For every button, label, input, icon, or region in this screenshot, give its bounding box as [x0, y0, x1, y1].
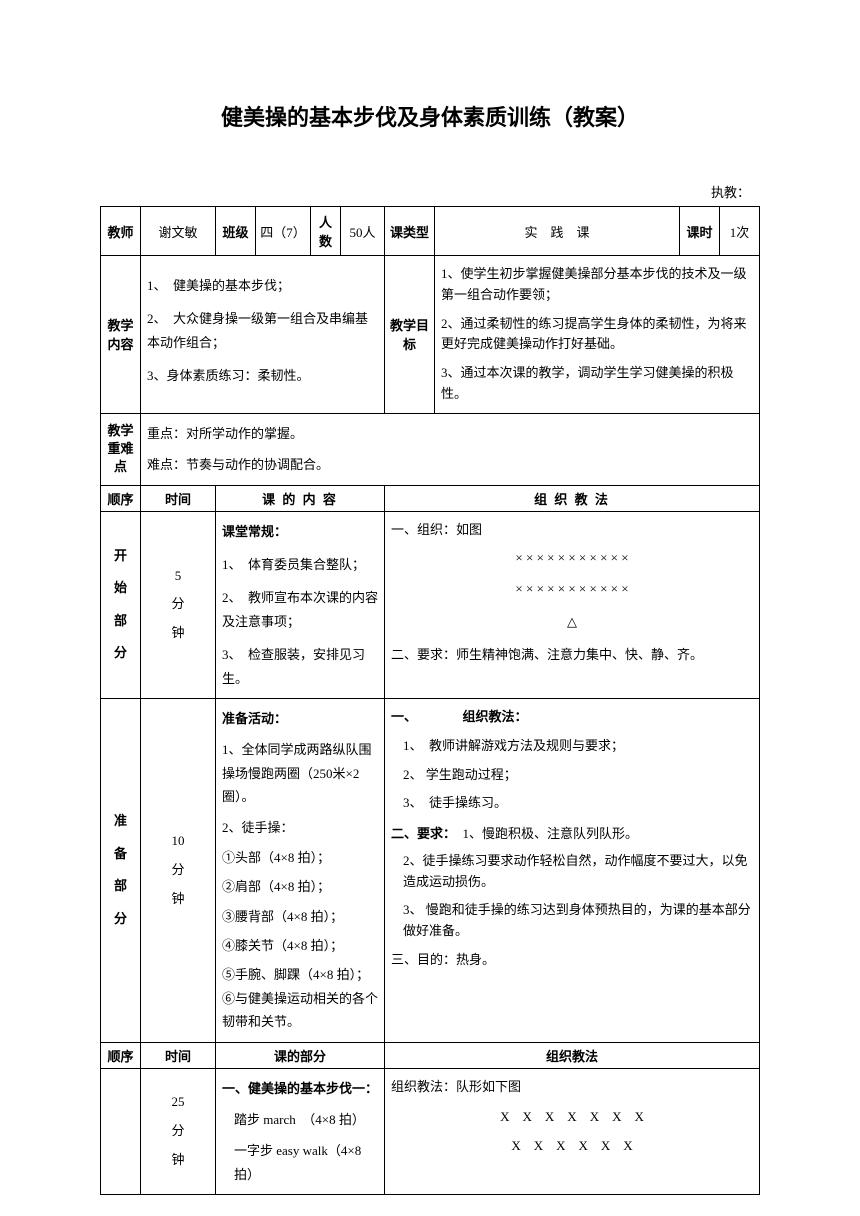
- section3-content: 一、健美操的基本步伐一： 踏步 march （4×8 拍） 一字步 easy w…: [216, 1068, 385, 1195]
- teaching-goal: 1、使学生初步掌握健美操部分基本步伐的技术及一级第一组合动作要领； 2、通过柔韧…: [435, 256, 760, 414]
- teaching-content-label: 教学内容: [101, 256, 141, 414]
- content-item: 3、身体素质练习：柔韧性。: [147, 364, 378, 387]
- goal-item: 1、使学生初步掌握健美操部分基本步伐的技术及一级第一组合动作要领；: [441, 264, 753, 306]
- period-value: 1次: [720, 207, 760, 256]
- teacher-value: 谢文敏: [141, 207, 216, 256]
- section1-time: 5分钟: [141, 511, 216, 698]
- section3-method: 组织教法：队形如下图 X X X X X X X X X X X X X: [385, 1068, 760, 1195]
- section2-name: 准备部分: [101, 698, 141, 1042]
- section2-time: 10分钟: [141, 698, 216, 1042]
- difficulty: 难点：节奏与动作的协调配合。: [147, 453, 753, 476]
- purpose: 三、目的：热身。: [391, 950, 753, 971]
- type-value: 实 践 课: [435, 207, 680, 256]
- section2-method: 一、 组织教法： 1、 教师讲解游戏方法及规则与要求； 2、 学生跑动过程； 3…: [385, 698, 760, 1042]
- subtitle: 执教：: [100, 182, 760, 201]
- content-item: 2、 大众健身操一级第一组合及串编基本动作组合；: [147, 307, 378, 354]
- content-item: 一字步 easy walk（4×8 拍）: [222, 1139, 378, 1186]
- period-label: 课时: [680, 207, 720, 256]
- goal-item: 3、通过本次课的教学，调动学生学习健美操的积极性。: [441, 363, 753, 405]
- focus: 重点：对所学动作的掌握。: [147, 422, 753, 445]
- col-method: 组 织 教 法: [385, 485, 760, 511]
- method-title: 一、组织：如图: [391, 520, 753, 541]
- content-item: ⑤手腕、脚踝（4×8 拍）；⑥与健美操运动相关的各个韧带和关节。: [222, 963, 378, 1033]
- teaching-goal-label: 教学目标: [385, 256, 435, 414]
- section1-name: 开始部分: [101, 511, 141, 698]
- section-prepare: 准备部分 10分钟 准备活动： 1、全体同学成两路纵队围操场慢跑两圈（250米×…: [101, 698, 760, 1042]
- keypoints-label: 教学重难点: [101, 413, 141, 485]
- columns-header-2: 顺序 时间 课的部分 组织教法: [101, 1042, 760, 1068]
- content-item: 2、徒手操：: [222, 816, 378, 839]
- section-start: 开始部分 5分钟 课堂常规： 1、 体育委员集合整队； 2、 教师宣布本次课的内…: [101, 511, 760, 698]
- content-item: 1、 健美操的基本步伐；: [147, 274, 378, 297]
- lesson-plan-table: 教师 谢文敏 班级 四（7） 人数 50人 课类型 实 践 课 课时 1次 教学…: [100, 206, 760, 1195]
- col-content: 课 的 内 容: [216, 485, 385, 511]
- count-value: 50人: [341, 207, 385, 256]
- content-item: 1、全体同学成两路纵队围操场慢跑两圈（250米×2 圈）。: [222, 738, 378, 808]
- req-title: 二、要求： 1、慢跑积极、注意队列队形。: [391, 824, 753, 845]
- keypoints-row: 教学重难点 重点：对所学动作的掌握。 难点：节奏与动作的协调配合。: [101, 413, 760, 485]
- method-title: 组织教法：队形如下图: [391, 1077, 753, 1098]
- content-title: 课堂常规：: [222, 520, 378, 543]
- method-item: 2、 学生跑动过程；: [391, 765, 753, 786]
- method-title: 一、 组织教法：: [391, 707, 753, 728]
- count-label: 人数: [311, 207, 341, 256]
- req-item: 2、徒手操练习要求动作轻松自然，动作幅度不要过大，以免造成运动损伤。: [391, 851, 753, 893]
- col-order: 顺序: [101, 1042, 141, 1068]
- content-title: 一、健美操的基本步伐一：: [222, 1077, 378, 1100]
- columns-header: 顺序 时间 课 的 内 容 组 织 教 法: [101, 485, 760, 511]
- symbol: △: [391, 612, 753, 633]
- formation: × × × × × × × × × × ×: [391, 548, 753, 569]
- teacher-label: 教师: [101, 207, 141, 256]
- goal-item: 2、通过柔韧性的练习提高学生身体的柔韧性，为将来更好完成健美操动作打好基础。: [441, 314, 753, 356]
- section2-content: 准备活动： 1、全体同学成两路纵队围操场慢跑两圈（250米×2 圈）。 2、徒手…: [216, 698, 385, 1042]
- col-time: 时间: [141, 485, 216, 511]
- section3-time: 25分钟: [141, 1068, 216, 1195]
- section1-method: 一、组织：如图 × × × × × × × × × × × × × × × × …: [385, 511, 760, 698]
- method-item: 3、 徒手操练习。: [391, 793, 753, 814]
- formation: X X X X X X X: [391, 1107, 753, 1128]
- content-item: ②肩部（4×8 拍）；: [222, 875, 378, 898]
- class-value: 四（7）: [256, 207, 311, 256]
- col-content: 课的部分: [216, 1042, 385, 1068]
- section3-name: [101, 1068, 141, 1195]
- teaching-content: 1、 健美操的基本步伐； 2、 大众健身操一级第一组合及串编基本动作组合； 3、…: [141, 256, 385, 414]
- section1-content: 课堂常规： 1、 体育委员集合整队； 2、 教师宣布本次课的内容及注意事项； 3…: [216, 511, 385, 698]
- type-label: 课类型: [385, 207, 435, 256]
- page-title: 健美操的基本步伐及身体素质训练（教案）: [100, 100, 760, 132]
- content-item: 1、 体育委员集合整队；: [222, 553, 378, 576]
- col-order: 顺序: [101, 485, 141, 511]
- col-method: 组织教法: [385, 1042, 760, 1068]
- content-item: 3、 检查服装，安排见习生。: [222, 643, 378, 690]
- content-item: ③腰背部（4×8 拍）；: [222, 905, 378, 928]
- header-row: 教师 谢文敏 班级 四（7） 人数 50人 课类型 实 践 课 课时 1次: [101, 207, 760, 256]
- class-label: 班级: [216, 207, 256, 256]
- content-goal-row: 教学内容 1、 健美操的基本步伐； 2、 大众健身操一级第一组合及串编基本动作组…: [101, 256, 760, 414]
- formation: X X X X X X: [391, 1136, 753, 1157]
- req-item: 3、 慢跑和徒手操的练习达到身体预热目的，为课的基本部分做好准备。: [391, 900, 753, 942]
- col-time: 时间: [141, 1042, 216, 1068]
- requirement: 二、要求：师生精神饱满、注意力集中、快、静、齐。: [391, 645, 753, 666]
- content-item: 2、 教师宣布本次课的内容及注意事项；: [222, 586, 378, 633]
- keypoints-content: 重点：对所学动作的掌握。 难点：节奏与动作的协调配合。: [141, 413, 760, 485]
- method-item: 1、 教师讲解游戏方法及规则与要求；: [391, 736, 753, 757]
- content-item: ①头部（4×8 拍）；: [222, 846, 378, 869]
- content-item: 踏步 march （4×8 拍）: [222, 1108, 378, 1131]
- formation: × × × × × × × × × × ×: [391, 579, 753, 600]
- section-main: 25分钟 一、健美操的基本步伐一： 踏步 march （4×8 拍） 一字步 e…: [101, 1068, 760, 1195]
- content-title: 准备活动：: [222, 707, 378, 730]
- content-item: ④膝关节（4×8 拍）；: [222, 934, 378, 957]
